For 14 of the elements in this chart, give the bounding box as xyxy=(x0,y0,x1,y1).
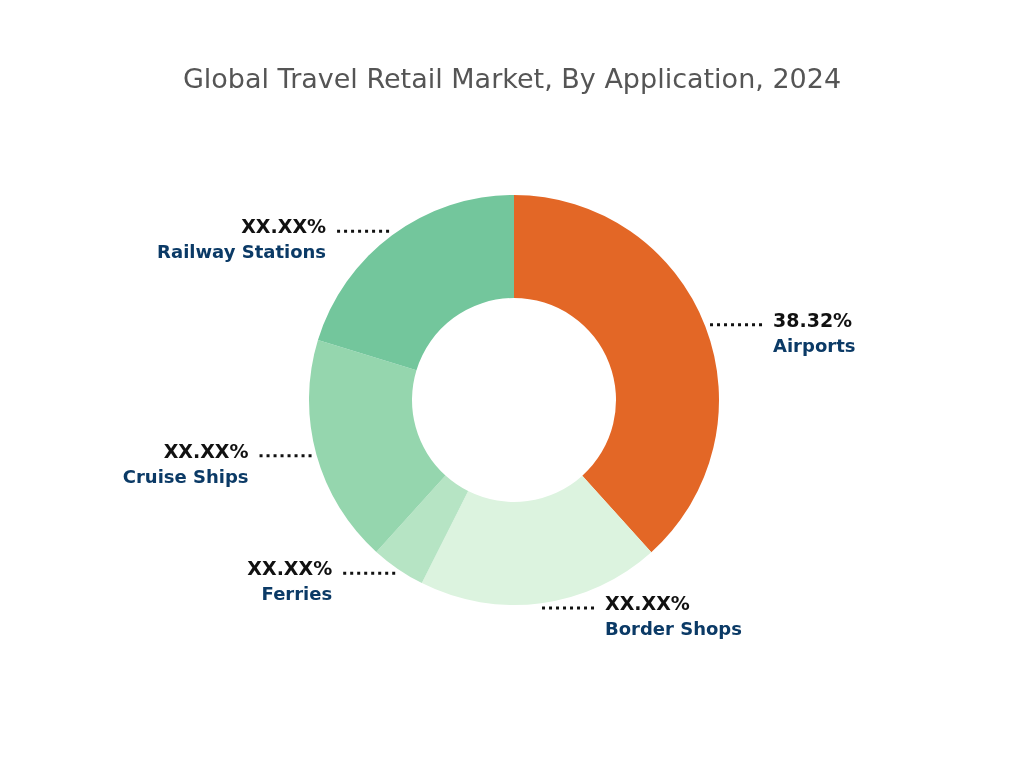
slice-label: Railway Stations xyxy=(157,241,327,263)
chart-title: Global Travel Retail Market, By Application, 2024 xyxy=(182,63,842,94)
data-label: XX.XX% xyxy=(247,557,333,580)
data-label: XX.XX% xyxy=(605,592,690,615)
donut-slice xyxy=(309,340,446,552)
slice-label: Airports xyxy=(773,334,856,356)
data-label: XX.XX% xyxy=(163,439,249,462)
slice-label: Cruise Ships xyxy=(122,465,249,487)
donut-slice xyxy=(514,195,719,553)
data-label: 38.32% xyxy=(773,308,853,331)
donut-slice xyxy=(376,475,469,584)
data-label: XX.XX% xyxy=(241,215,327,238)
slice-label: Ferries xyxy=(261,583,333,605)
slice-label: Border Shops xyxy=(605,618,742,640)
